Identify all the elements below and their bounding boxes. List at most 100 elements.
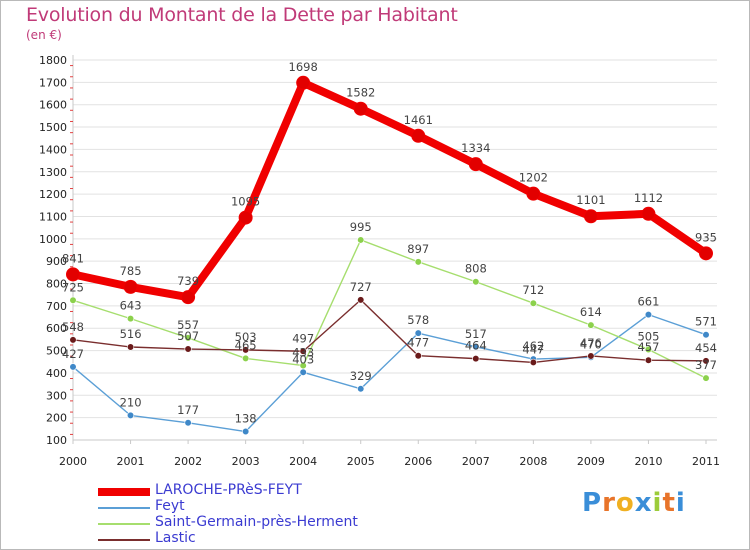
logo-letter: i [652,488,663,518]
data-point [184,345,192,353]
x-axis-ticks: 2000 2001 2002 2003 2004 2005 2006 2007 2008 2009… [59,440,720,468]
y-tick-label: 1000 [39,233,67,246]
data-point [242,354,250,363]
series-layer [66,75,713,436]
line-chart: 100 200 300 400 500 600 700 800 900 1000 1100 1200 1… [39,54,720,468]
y-tick-label: 900 [46,255,67,268]
x-tick-label: 2009 [577,455,605,468]
series-line [72,299,707,364]
data-label: 507 [177,329,199,343]
y-tick-label: 1100 [39,210,67,223]
y-tick-label: 300 [46,389,67,402]
data-label: 377 [695,358,717,372]
y-tick-label: 1800 [39,54,67,67]
data-label: 1334 [461,141,490,155]
data-point [702,331,710,339]
data-point [587,321,595,329]
logo-letter: o [615,488,635,518]
x-tick-label: 2000 [59,455,87,468]
series-line [72,313,707,433]
data-point [414,329,422,337]
data-label: 505 [637,329,659,343]
data-label: 329 [350,369,372,383]
data-point [702,357,710,365]
x-tick-label: 2006 [404,455,432,468]
data-point [69,296,77,304]
data-point [414,352,422,360]
data-point [644,356,653,364]
data-label: 712 [522,283,544,297]
legend-swatch [98,488,150,496]
y-tick-label: 1700 [39,76,67,89]
axes [72,55,717,441]
x-tick-label: 2007 [462,455,490,468]
data-label: 1461 [404,113,433,127]
legend-swatch [98,539,150,541]
logo-letter: r [602,488,616,518]
data-point [69,363,77,371]
x-tick-label: 2010 [634,455,662,468]
data-label: 517 [465,327,487,341]
data-label: 661 [637,295,659,309]
data-label: 210 [120,395,142,409]
data-label: 727 [350,280,372,294]
data-point [414,258,422,266]
data-point [238,210,253,225]
data-point [181,290,196,305]
logo-letter: t [662,488,676,518]
data-label: 995 [350,220,372,234]
data-label: 477 [407,336,429,350]
data-point [299,347,307,355]
legend-label: LAROCHE-PRèS-FEYT [155,482,302,498]
data-point [299,361,307,370]
data-label: 516 [120,327,142,341]
data-point [699,246,713,261]
series-line [72,239,707,379]
y-tick-label: 400 [46,367,67,380]
data-point [353,101,368,116]
data-label: 503 [235,330,257,344]
data-labels-layer: 841 785 739 1095 1698 1582 1461 1334 1202 1101 111… [62,60,717,426]
data-label: 1582 [346,86,375,100]
data-point [184,334,192,342]
data-point [526,186,541,201]
data-label: 1698 [289,60,318,74]
x-tick-label: 2005 [347,455,375,468]
data-label: 1101 [576,193,605,207]
data-point [126,411,135,420]
y-tick-label: 1400 [39,143,67,156]
data-point [468,157,483,172]
data-point [644,311,653,319]
data-label: 785 [120,264,142,278]
legend-label: Saint-Germain-près-Herment [155,514,358,530]
data-point [126,343,135,351]
logo-letter: P [582,488,603,518]
grid-lines [73,59,717,441]
legend-swatch [98,507,150,509]
data-label: 548 [62,320,84,334]
data-label: 897 [407,242,429,256]
data-label: 457 [637,340,659,354]
data-label: 808 [465,262,487,276]
y-tick-label: 600 [46,322,67,335]
data-point [472,278,480,286]
x-tick-label: 2001 [117,455,145,468]
data-label: 935 [695,230,717,244]
data-point [587,352,595,360]
y-tick-label: 500 [46,345,67,358]
data-point [472,355,480,363]
y-tick-label: 800 [46,278,67,291]
data-point [184,419,192,427]
data-label: 643 [120,299,142,313]
data-label: 557 [177,318,199,332]
y-axis-ticks: 100 200 300 400 500 600 700 800 900 1000 1100 1200 1… [39,54,73,447]
y-tick-label: 1300 [39,166,67,179]
proxiti-logo: Proxiti [582,488,686,518]
data-label: 1112 [634,191,663,205]
data-label: 1202 [519,171,548,185]
y-tick-label: 200 [46,412,67,425]
data-point [66,267,80,282]
data-point [641,206,656,221]
data-point [644,345,653,354]
y-tick-label: 700 [46,300,67,313]
